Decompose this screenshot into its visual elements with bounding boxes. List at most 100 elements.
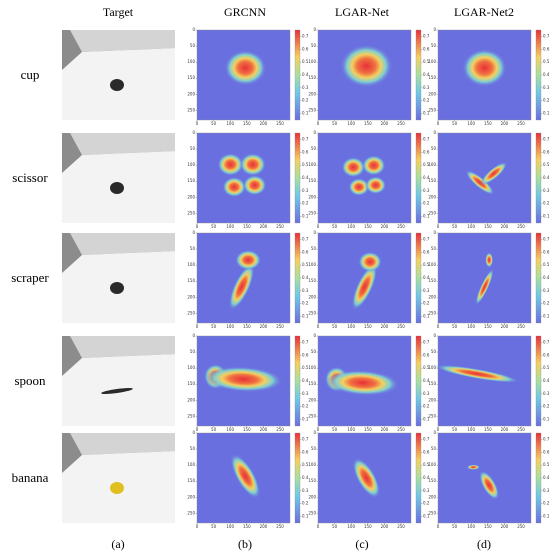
colorbar-tick-label: 0.1 xyxy=(543,314,550,319)
heatmap-blob xyxy=(365,176,387,195)
colorbar-tick-label: 0.7 xyxy=(302,33,309,38)
colorbar-tick-label: 0.5 xyxy=(543,462,550,467)
colorbar-tick-label: 0.3 xyxy=(302,488,309,493)
y-tick-label: 50 xyxy=(311,446,317,451)
colorbar xyxy=(294,29,301,121)
x-tick-label: 200 xyxy=(260,524,268,529)
x-tick-label: 50 xyxy=(452,427,458,432)
y-tick-label: 100 xyxy=(187,262,195,267)
y-tick-label: 250 xyxy=(308,310,316,315)
x-tick-label: 100 xyxy=(467,224,475,229)
heatmap-blob xyxy=(462,48,507,87)
colorbar-tick-label: 0.5 xyxy=(423,365,430,370)
colorbar-tick-label: 0.4 xyxy=(302,378,309,383)
x-tick-label: 150 xyxy=(243,524,251,529)
colorbar-tick-label: 0.4 xyxy=(302,275,309,280)
colorbar-tick-label: 0.1 xyxy=(423,417,430,422)
x-tick-label: 150 xyxy=(243,121,251,126)
colorbar xyxy=(294,335,301,427)
column-header: LGAR-Net2 xyxy=(454,5,514,19)
x-tick-label: 150 xyxy=(484,121,492,126)
colorbar xyxy=(535,335,542,427)
x-tick-label: 100 xyxy=(226,121,234,126)
colorbar-tick-label: 0.1 xyxy=(302,111,309,116)
colorbar-tick-label: 0.3 xyxy=(423,288,430,293)
y-tick-label: 200 xyxy=(187,294,195,299)
x-tick-label: 100 xyxy=(467,121,475,126)
colorbar-tick-label: 0.1 xyxy=(302,417,309,422)
colorbar-tick-label: 0.5 xyxy=(302,59,309,64)
colorbar-tick-label: 0.7 xyxy=(423,236,430,241)
colorbar-tick-label: 0.1 xyxy=(302,314,309,319)
x-tick-label: 150 xyxy=(484,427,492,432)
x-tick-label: 0 xyxy=(437,324,440,329)
x-tick-label: 100 xyxy=(467,524,475,529)
colorbar-tick-label: 0.7 xyxy=(302,436,309,441)
heatmap-blob xyxy=(362,155,386,176)
y-tick-label: 0 xyxy=(192,430,195,435)
photo-wall xyxy=(70,233,175,255)
x-tick-label: 50 xyxy=(332,427,338,432)
x-tick-label: 0 xyxy=(437,224,440,229)
y-tick-label: 50 xyxy=(190,246,196,251)
colorbar-tick-label: 0.4 xyxy=(543,175,550,180)
heatmap-blob xyxy=(465,170,495,195)
x-tick-label: 0 xyxy=(317,324,320,329)
y-tick-label: 0 xyxy=(313,27,316,32)
colorbar xyxy=(415,132,422,224)
heatmap-blob xyxy=(242,175,267,196)
row-label: scissor xyxy=(12,170,48,185)
x-tick-label: 250 xyxy=(397,121,405,126)
panel-label: (a) xyxy=(111,537,124,551)
x-tick-label: 50 xyxy=(211,224,217,229)
y-tick-label: 200 xyxy=(187,194,195,199)
heatmap-blob xyxy=(340,44,393,88)
x-tick-label: 100 xyxy=(347,324,355,329)
y-tick-label: 250 xyxy=(187,510,195,515)
colorbar-tick-label: 0.3 xyxy=(302,391,309,396)
y-tick-label: 200 xyxy=(187,91,195,96)
x-tick-label: 250 xyxy=(397,427,405,432)
y-tick-label: 250 xyxy=(187,107,195,112)
heatmap-blob xyxy=(351,263,378,311)
heatmap-blob xyxy=(224,50,267,86)
panel-label: (b) xyxy=(238,537,252,551)
y-tick-label: 0 xyxy=(192,130,195,135)
colorbar-tick-label: 0.5 xyxy=(302,462,309,467)
colorbar-tick-label: 0.3 xyxy=(543,391,550,396)
y-tick-label: 250 xyxy=(428,413,436,418)
colorbar-tick-label: 0.7 xyxy=(423,339,430,344)
panel-label: (c) xyxy=(355,537,368,551)
y-tick-label: 100 xyxy=(428,262,436,267)
colorbar-tick-label: 0.6 xyxy=(543,449,550,454)
y-tick-label: 150 xyxy=(428,278,436,283)
x-tick-label: 100 xyxy=(347,121,355,126)
colorbar-tick-label: 0.6 xyxy=(302,46,309,51)
x-tick-label: 0 xyxy=(196,324,199,329)
y-tick-label: 200 xyxy=(308,397,316,402)
colorbar-tick-label: 0.1 xyxy=(302,214,309,219)
colorbar xyxy=(294,432,301,524)
y-tick-label: 100 xyxy=(308,262,316,267)
colorbar-tick-label: 0.2 xyxy=(302,201,309,206)
y-tick-label: 200 xyxy=(187,397,195,402)
row-label: scraper xyxy=(11,270,49,285)
x-tick-label: 50 xyxy=(452,524,458,529)
colorbar-tick-label: 0.4 xyxy=(302,72,309,77)
x-tick-label: 100 xyxy=(467,427,475,432)
colorbar-tick-label: 0.5 xyxy=(423,59,430,64)
y-tick-label: 200 xyxy=(428,194,436,199)
y-tick-label: 100 xyxy=(308,462,316,467)
x-tick-label: 150 xyxy=(243,427,251,432)
colorbar-tick-label: 0.7 xyxy=(423,136,430,141)
row-label: cup xyxy=(21,67,40,82)
colorbar-tick-label: 0.7 xyxy=(423,436,430,441)
heatmap-blob xyxy=(466,464,480,470)
y-tick-label: 50 xyxy=(311,43,317,48)
x-tick-label: 150 xyxy=(484,324,492,329)
colorbar-tick-label: 0.6 xyxy=(423,352,430,357)
colorbar-tick-label: 0.2 xyxy=(543,98,550,103)
x-tick-label: 0 xyxy=(437,427,440,432)
row-label: banana xyxy=(12,470,49,485)
